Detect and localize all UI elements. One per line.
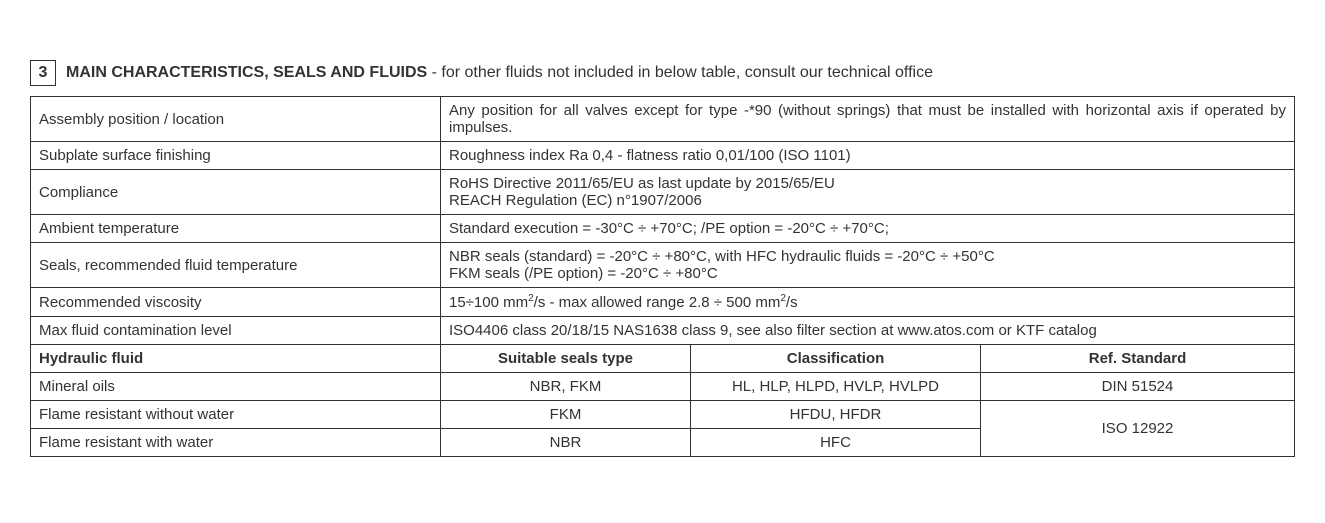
fluids-header-c4: Ref. Standard xyxy=(981,345,1295,373)
fluids-header-row: Hydraulic fluid Suitable seals type Clas… xyxy=(31,345,1295,373)
section-title-wrap: MAIN CHARACTERISTICS, SEALS AND FLUIDS -… xyxy=(66,64,933,82)
fluid-class: HL, HLP, HLPD, HVLP, HVLPD xyxy=(691,373,981,401)
table-row: Seals, recommended fluid temperature NBR… xyxy=(31,243,1295,288)
section-number-box: 3 xyxy=(30,60,56,86)
fluids-row: Mineral oils NBR, FKM HL, HLP, HLPD, HVL… xyxy=(31,373,1295,401)
fluid-class: HFC xyxy=(691,429,981,457)
characteristics-table: Assembly position / location Any positio… xyxy=(30,96,1295,457)
row-value: Standard execution = -30°C ÷ +70°C; /PE … xyxy=(441,215,1295,243)
fluid-name: Mineral oils xyxy=(31,373,441,401)
row-label: Ambient temperature xyxy=(31,215,441,243)
fluids-header-c1: Hydraulic fluid xyxy=(31,345,441,373)
fluids-header-c3: Classification xyxy=(691,345,981,373)
section-title: MAIN CHARACTERISTICS, SEALS AND FLUIDS xyxy=(66,64,427,81)
table-row: Max fluid contamination level ISO4406 cl… xyxy=(31,317,1295,345)
fluid-seals: NBR xyxy=(441,429,691,457)
fluid-class: HFDU, HFDR xyxy=(691,401,981,429)
row-label: Assembly position / location xyxy=(31,97,441,142)
section-number: 3 xyxy=(39,64,48,82)
row-value: RoHS Directive 2011/65/EU as last update… xyxy=(441,170,1295,215)
row-value: Roughness index Ra 0,4 - flatness ratio … xyxy=(441,142,1295,170)
row-value: 15÷100 mm2/s - max allowed range 2.8 ÷ 5… xyxy=(441,288,1295,317)
fluid-seals: NBR, FKM xyxy=(441,373,691,401)
fluid-name: Flame resistant without water xyxy=(31,401,441,429)
fluid-name: Flame resistant with water xyxy=(31,429,441,457)
row-value: Any position for all valves except for t… xyxy=(441,97,1295,142)
fluids-row: Flame resistant without water FKM HFDU, … xyxy=(31,401,1295,429)
row-value: ISO4406 class 20/18/15 NAS1638 class 9, … xyxy=(441,317,1295,345)
row-label: Recommended viscosity xyxy=(31,288,441,317)
fluids-header-c2: Suitable seals type xyxy=(441,345,691,373)
table-row: Compliance RoHS Directive 2011/65/EU as … xyxy=(31,170,1295,215)
section-header: 3 MAIN CHARACTERISTICS, SEALS AND FLUIDS… xyxy=(30,60,1295,86)
row-label: Seals, recommended fluid temperature xyxy=(31,243,441,288)
fluid-seals: FKM xyxy=(441,401,691,429)
row-label: Compliance xyxy=(31,170,441,215)
row-label: Max fluid contamination level xyxy=(31,317,441,345)
table-row: Ambient temperature Standard execution =… xyxy=(31,215,1295,243)
table-row: Recommended viscosity 15÷100 mm2/s - max… xyxy=(31,288,1295,317)
fluid-standard-merged: ISO 12922 xyxy=(981,401,1295,457)
row-value: NBR seals (standard) = -20°C ÷ +80°C, wi… xyxy=(441,243,1295,288)
fluid-standard: DIN 51524 xyxy=(981,373,1295,401)
table-row: Subplate surface finishing Roughness ind… xyxy=(31,142,1295,170)
table-row: Assembly position / location Any positio… xyxy=(31,97,1295,142)
row-label: Subplate surface finishing xyxy=(31,142,441,170)
section-subtitle: - for other fluids not included in below… xyxy=(427,64,933,81)
